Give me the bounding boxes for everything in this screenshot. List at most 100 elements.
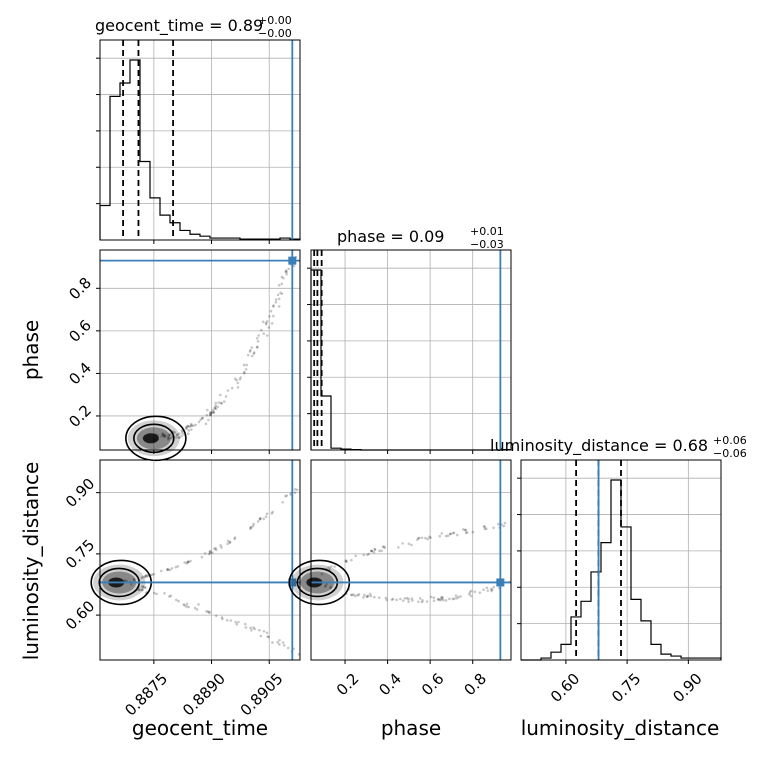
sample-point bbox=[220, 402, 224, 405]
sample-point bbox=[410, 543, 413, 547]
sample-point bbox=[259, 634, 263, 638]
sample-point bbox=[228, 540, 232, 544]
panel-hist-geocent-time bbox=[96, 39, 301, 241]
sample-point bbox=[143, 575, 147, 579]
sample-point bbox=[385, 598, 389, 602]
sample-point bbox=[186, 560, 190, 564]
sample-point bbox=[207, 552, 211, 556]
sample-point bbox=[170, 567, 174, 570]
sample-point bbox=[264, 322, 268, 326]
sample-point bbox=[212, 410, 215, 414]
sample-point bbox=[377, 596, 381, 599]
sample-point bbox=[249, 626, 252, 630]
xtick-label-phase-1: 0.4 bbox=[375, 670, 405, 700]
sample-point bbox=[256, 346, 259, 349]
ytick-label-luminosity-distance-2: 0.90 bbox=[62, 475, 98, 511]
sample-point bbox=[265, 320, 269, 323]
sample-point bbox=[169, 432, 172, 436]
sample-point bbox=[205, 413, 209, 417]
sample-point bbox=[378, 549, 381, 553]
sample-point bbox=[192, 424, 195, 427]
sample-point bbox=[482, 525, 486, 528]
sample-point bbox=[239, 376, 242, 379]
sample-point bbox=[373, 548, 377, 551]
sample-point bbox=[454, 594, 458, 597]
sample-point bbox=[220, 616, 224, 619]
sample-point bbox=[362, 553, 366, 557]
sample-point bbox=[293, 488, 297, 491]
sample-point bbox=[455, 597, 458, 600]
frame-hist-phase bbox=[310, 249, 512, 451]
sample-point bbox=[452, 531, 456, 535]
sample-point bbox=[284, 270, 288, 273]
sample-point bbox=[165, 568, 169, 571]
sample-point bbox=[381, 545, 385, 548]
sample-point bbox=[489, 587, 493, 591]
sample-point bbox=[184, 426, 188, 430]
sample-point bbox=[123, 579, 127, 582]
sample-point bbox=[373, 548, 377, 551]
sample-point bbox=[256, 339, 260, 343]
sample-point bbox=[213, 406, 217, 410]
sample-point bbox=[203, 552, 207, 555]
sample-point bbox=[425, 600, 429, 603]
sample-point bbox=[244, 367, 248, 371]
sample-point bbox=[248, 350, 252, 353]
sample-point bbox=[175, 436, 178, 439]
sample-point bbox=[464, 531, 468, 534]
sample-point bbox=[175, 433, 179, 437]
sample-point bbox=[233, 537, 236, 541]
sample-point bbox=[490, 589, 493, 593]
panel-hist-luminosity-distance bbox=[517, 459, 722, 661]
sample-point bbox=[129, 583, 133, 586]
ylabel-phase: phase bbox=[19, 320, 43, 380]
sample-point bbox=[230, 386, 234, 390]
sample-point bbox=[207, 418, 210, 422]
xtick-label-phase-3: 0.8 bbox=[460, 670, 490, 700]
sample-point bbox=[265, 334, 269, 337]
sample-point bbox=[266, 635, 270, 638]
xtick-label-luminosity-distance-0: 0.60 bbox=[547, 670, 583, 706]
sample-point bbox=[195, 608, 199, 611]
sample-point bbox=[411, 599, 414, 602]
sample-point bbox=[218, 393, 222, 397]
sample-point bbox=[250, 628, 253, 632]
sample-point bbox=[452, 597, 456, 600]
sample-point bbox=[267, 635, 270, 639]
sample-point bbox=[420, 536, 424, 540]
sample-point bbox=[383, 546, 386, 550]
sample-point bbox=[243, 370, 246, 374]
sample-point bbox=[234, 620, 237, 624]
xtick-label-luminosity-distance-2: 0.90 bbox=[669, 670, 705, 706]
sample-point bbox=[249, 526, 253, 529]
sample-point bbox=[492, 585, 496, 589]
sample-point bbox=[175, 598, 178, 602]
sample-point bbox=[270, 512, 274, 515]
sample-point bbox=[264, 321, 268, 325]
panel-hist-phase bbox=[307, 249, 512, 451]
sample-point bbox=[329, 565, 333, 568]
title-phase-minus: −0.03 bbox=[470, 238, 504, 251]
sample-point bbox=[344, 560, 348, 563]
sample-point bbox=[211, 411, 214, 414]
sample-point bbox=[138, 588, 142, 592]
sample-point bbox=[279, 291, 282, 295]
sample-point bbox=[278, 643, 281, 646]
sample-point bbox=[245, 363, 248, 367]
xlabel-luminosity-distance: luminosity_distance bbox=[521, 716, 720, 740]
sample-point bbox=[421, 599, 424, 602]
sample-point bbox=[428, 535, 431, 539]
sample-point bbox=[471, 530, 475, 534]
sample-point bbox=[429, 536, 432, 540]
sample-point bbox=[367, 594, 370, 598]
sample-point bbox=[211, 408, 215, 412]
sample-point bbox=[209, 413, 212, 417]
sample-point bbox=[161, 432, 164, 436]
sample-point bbox=[235, 379, 238, 382]
sample-point bbox=[140, 576, 144, 580]
sample-point bbox=[144, 586, 147, 589]
sample-point bbox=[276, 293, 280, 297]
sample-point bbox=[185, 427, 188, 431]
ytick-label-phase-3: 0.8 bbox=[65, 274, 95, 304]
sample-point bbox=[187, 424, 190, 428]
